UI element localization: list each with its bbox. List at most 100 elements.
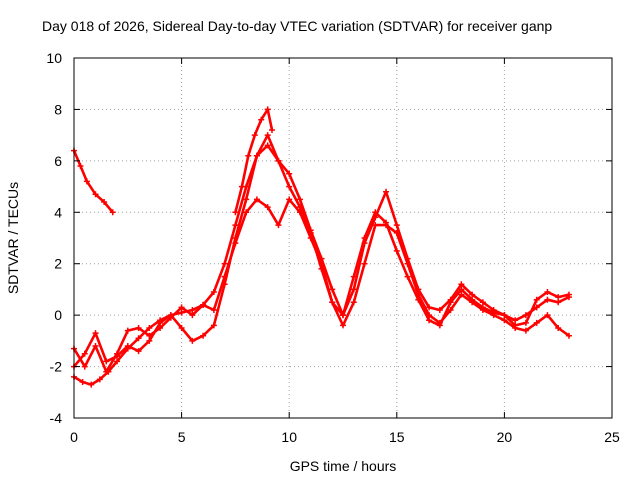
data-point-marker [135, 325, 142, 331]
data-point-marker [232, 235, 239, 241]
data-point-marker [114, 358, 121, 365]
data-point-marker [318, 255, 325, 262]
data-point-marker [103, 368, 110, 375]
y-tick-label: 0 [54, 307, 62, 323]
data-point-marker [555, 294, 562, 301]
data-point-marker [555, 325, 562, 331]
data-point-marker [83, 178, 90, 185]
data-point-marker [109, 209, 116, 216]
series-trace-4 [72, 133, 571, 368]
data-point-marker [286, 183, 293, 190]
data-point-marker [296, 196, 303, 203]
data-point-marker [458, 281, 465, 288]
data-point-marker [88, 381, 95, 388]
data-point-marker [189, 307, 196, 313]
data-point-marker [501, 317, 508, 324]
data-point-marker [221, 260, 228, 267]
data-point-marker [469, 291, 476, 298]
data-point-marker [286, 196, 293, 203]
x-tick-label: 25 [604, 429, 620, 445]
data-point-marker [253, 196, 260, 203]
data-point-marker [264, 132, 271, 139]
data-point-marker [77, 163, 84, 169]
data-point-marker [415, 296, 422, 303]
data-point-marker [81, 363, 88, 370]
data-point-marker [522, 319, 529, 326]
data-point-marker [286, 170, 293, 177]
data-point-marker [533, 304, 540, 311]
data-point-marker [393, 247, 400, 254]
data-point-marker [426, 317, 433, 324]
data-point-marker [189, 312, 196, 319]
y-tick-label: -4 [50, 410, 63, 426]
series-trace-1 [72, 149, 114, 214]
data-point-marker [501, 312, 508, 319]
x-tick-label: 10 [281, 429, 297, 445]
data-point-marker [238, 183, 245, 190]
data-point-marker [544, 296, 551, 303]
data-point-marker [232, 222, 239, 229]
data-point-marker [81, 350, 88, 357]
data-point-marker [479, 299, 486, 306]
data-point-marker [146, 325, 153, 331]
data-point-marker [245, 152, 252, 159]
data-point-marker [393, 229, 400, 236]
y-tick-label: 10 [46, 50, 62, 66]
y-tick-label: 6 [54, 153, 62, 169]
data-point-marker [340, 312, 346, 319]
data-point-marker [372, 209, 379, 216]
data-point-marker [361, 260, 368, 267]
data-point-marker [243, 209, 250, 216]
data-point-marker [490, 309, 497, 316]
data-point-marker [200, 301, 207, 308]
data-point-marker [383, 188, 390, 195]
data-point-marker [350, 273, 357, 280]
data-point-marker [146, 337, 153, 344]
data-point-marker [189, 337, 196, 344]
data-point-marker [404, 260, 411, 267]
data-point-marker [565, 291, 572, 298]
data-point-marker [426, 304, 433, 311]
data-point-marker [469, 296, 476, 303]
y-tick-label: -2 [50, 359, 63, 375]
data-point-marker [533, 319, 540, 326]
data-point-marker [178, 325, 185, 331]
data-point-marker [383, 219, 390, 226]
data-point-marker [264, 106, 271, 113]
data-point-marker [200, 332, 207, 339]
x-tick-label: 0 [70, 429, 78, 445]
data-point-marker [447, 299, 454, 306]
x-tick-label: 5 [178, 429, 186, 445]
x-axis-label: GPS time / hours [290, 458, 397, 474]
series-trace-3 [72, 198, 571, 374]
data-point-marker [221, 281, 228, 288]
data-point-marker [232, 209, 239, 216]
data-point-marker [479, 304, 486, 311]
x-tick-label: 15 [389, 429, 405, 445]
data-point-marker [101, 199, 108, 205]
data-point-marker [512, 317, 519, 324]
data-point-marker [258, 116, 265, 123]
data-point-marker [458, 291, 465, 298]
data-point-marker [404, 273, 411, 280]
data-point-marker [135, 348, 142, 355]
data-point-marker [522, 312, 529, 319]
data-point-marker [243, 196, 250, 203]
data-point-marker [253, 152, 260, 159]
y-axis-label: SDTVAR / TECUs [5, 182, 21, 294]
data-point-marker [124, 343, 131, 349]
data-point-marker [436, 307, 443, 313]
data-point-marker [92, 330, 99, 337]
data-point-marker [555, 299, 562, 306]
data-point-marker [103, 358, 110, 365]
data-point-marker [544, 312, 551, 319]
data-point-marker [329, 299, 336, 306]
chart-title: Day 018 of 2026, Sidereal Day-to-day VTE… [42, 18, 552, 34]
data-point-marker [544, 289, 551, 295]
data-point-marker [350, 286, 357, 293]
data-point-marker [350, 299, 357, 306]
data-point-marker [393, 222, 400, 229]
data-point-marker [512, 322, 519, 329]
data-point-marker [268, 127, 275, 133]
